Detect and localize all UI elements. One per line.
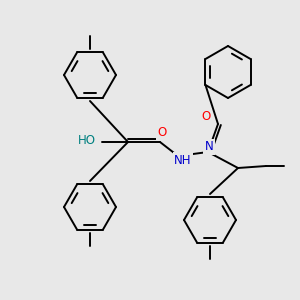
Text: O: O bbox=[158, 125, 166, 139]
Text: HO: HO bbox=[78, 134, 96, 148]
Text: N: N bbox=[205, 140, 213, 154]
Text: NH: NH bbox=[174, 154, 192, 166]
Text: O: O bbox=[201, 110, 211, 122]
